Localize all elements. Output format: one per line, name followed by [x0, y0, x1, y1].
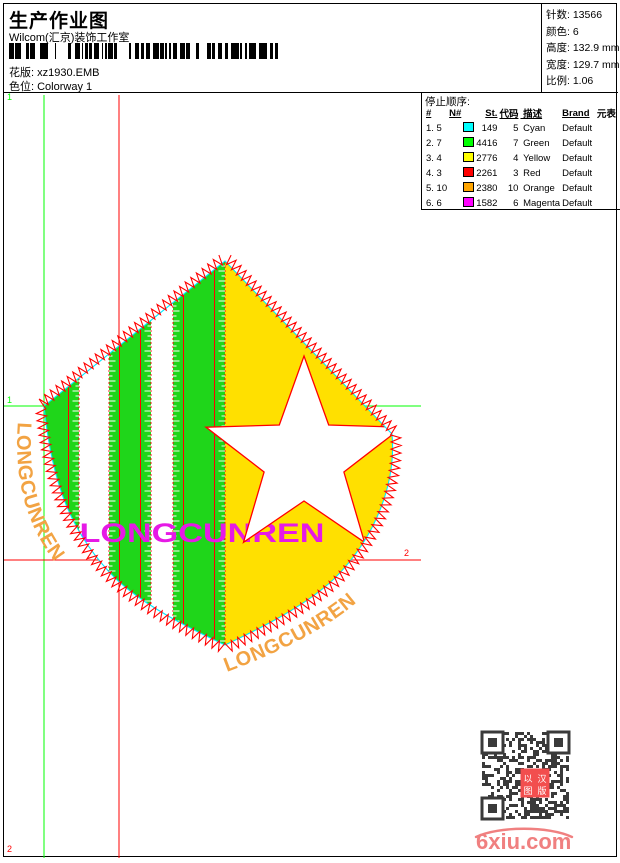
svg-text:汉: 汉 — [537, 774, 546, 784]
svg-text:2: 2 — [404, 548, 409, 558]
svg-text:版: 版 — [537, 785, 546, 796]
svg-text:1: 1 — [7, 92, 12, 102]
svg-text:LONGCUNREN: LONGCUNREN — [80, 518, 325, 548]
svg-text:图: 图 — [523, 786, 532, 796]
svg-text:以: 以 — [523, 774, 532, 784]
svg-text:2: 2 — [7, 844, 12, 854]
svg-text:1: 1 — [7, 395, 12, 405]
svg-text:6xiu.com: 6xiu.com — [476, 829, 571, 854]
